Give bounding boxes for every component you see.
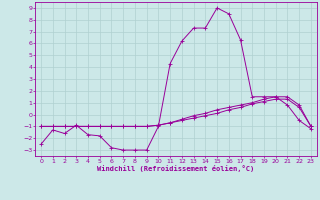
X-axis label: Windchill (Refroidissement éolien,°C): Windchill (Refroidissement éolien,°C) xyxy=(97,165,255,172)
